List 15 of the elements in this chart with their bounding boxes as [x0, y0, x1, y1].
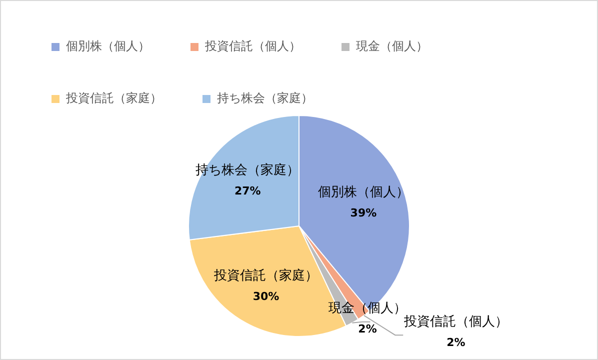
data-label: 30%: [252, 290, 280, 303]
data-label: 2%: [446, 336, 466, 349]
slice-label: 現金（個人）: [328, 301, 407, 316]
data-label: 2%: [358, 322, 377, 336]
legend-label: 個別株（個人）: [66, 39, 150, 54]
legend-label: 投資信託（家庭）: [65, 91, 162, 106]
slice-label: 投資信託（個人）: [402, 314, 508, 330]
data-label: 27%: [234, 184, 261, 198]
slice-label: 個別株（個人）: [318, 185, 409, 200]
legend-label: 投資信託（個人）: [204, 39, 301, 54]
data-label: 39%: [350, 206, 377, 220]
legend-label: 現金（個人）: [356, 39, 428, 54]
legend-label: 持ち株会（家庭）: [217, 91, 313, 106]
slice-label: 投資信託（家庭）: [212, 267, 318, 284]
slice-label: 持ち株会（家庭）: [196, 162, 300, 178]
